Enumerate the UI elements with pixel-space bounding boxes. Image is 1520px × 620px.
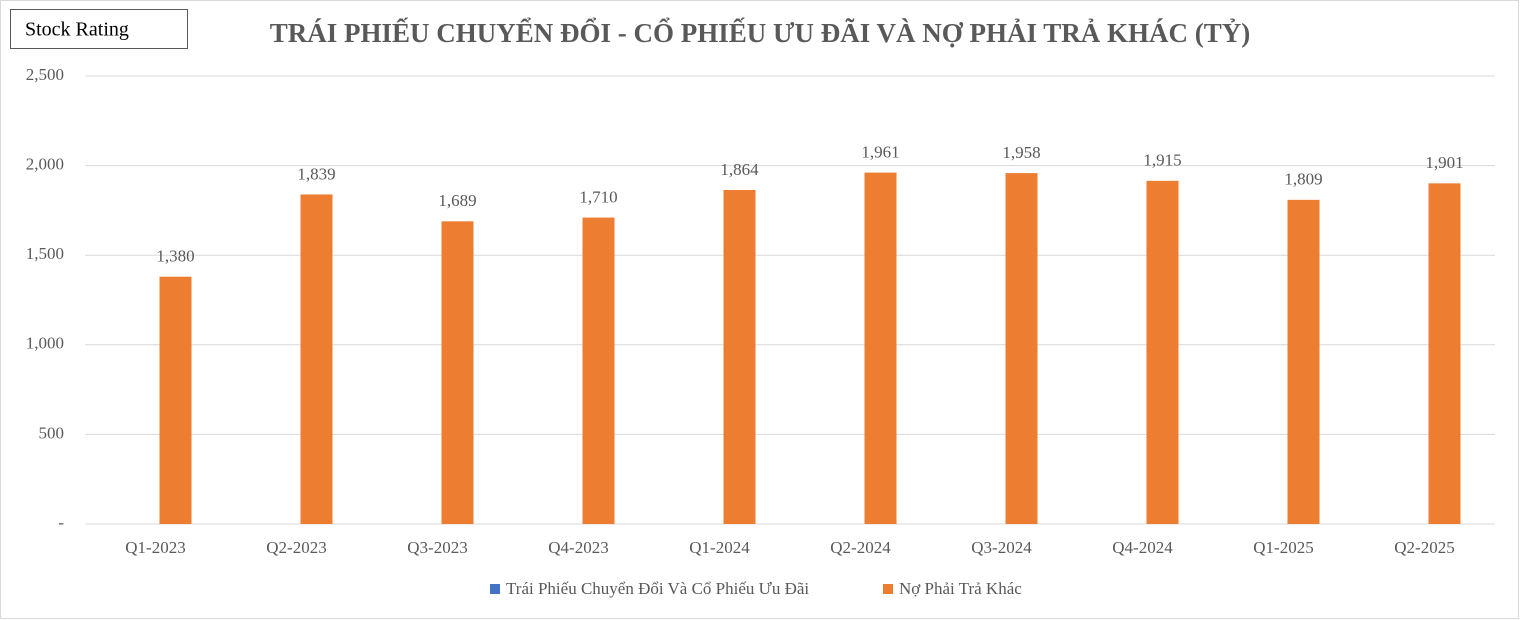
x-tick-label: Q2-2025 [1394, 538, 1454, 557]
x-tick-label: Q4-2023 [548, 538, 608, 557]
data-label: 1,689 [438, 191, 476, 210]
data-label: 1,710 [579, 187, 617, 206]
bar [159, 276, 192, 524]
data-label: 1,380 [156, 247, 194, 266]
y-tick-label: 1,500 [26, 244, 64, 263]
bar [1287, 199, 1320, 524]
bar [1146, 180, 1179, 524]
data-label: 1,809 [1284, 170, 1322, 189]
y-tick-label: 2,000 [26, 155, 64, 174]
x-tick-label: Q1-2023 [125, 538, 185, 557]
annotation-box [10, 9, 188, 49]
x-tick-label: Q2-2023 [266, 538, 326, 557]
x-tick-label: Q1-2025 [1253, 538, 1313, 557]
x-tick-label: Q1-2024 [689, 538, 750, 557]
x-tick-label: Q3-2023 [407, 538, 467, 557]
bar [1428, 183, 1461, 524]
y-tick-label: - [58, 513, 64, 532]
data-label: 1,915 [1143, 151, 1181, 170]
bar [723, 189, 756, 525]
x-tick-label: Q2-2024 [830, 538, 891, 557]
legend-swatch [883, 584, 893, 594]
data-label: 1,958 [1002, 143, 1040, 162]
y-tick-label: 500 [39, 423, 65, 442]
data-label: 1,961 [861, 142, 899, 161]
chart-title: TRÁI PHIẾU CHUYỂN ĐỔI - CỔ PHIẾU ƯU ĐÃI … [270, 17, 1251, 48]
x-tick-label: Q3-2024 [971, 538, 1032, 557]
legend-label: Nợ Phải Trả Khác [899, 579, 1022, 598]
y-tick-label: 2,500 [26, 65, 64, 84]
data-label: 1,901 [1425, 153, 1463, 172]
legend-swatch [490, 584, 500, 594]
data-label: 1,864 [720, 160, 759, 179]
bar [582, 217, 615, 524]
bar [441, 221, 474, 524]
bar [864, 172, 897, 524]
bar [300, 194, 333, 524]
annotation: Stock Rating [25, 19, 129, 41]
y-tick-label: 1,000 [26, 334, 64, 353]
bar [1005, 173, 1038, 524]
x-tick-label: Q4-2024 [1112, 538, 1173, 557]
legend-label: Trái Phiếu Chuyển Đổi Và Cổ Phiếu Ưu Đãi [506, 579, 809, 598]
data-label: 1,839 [297, 164, 335, 183]
